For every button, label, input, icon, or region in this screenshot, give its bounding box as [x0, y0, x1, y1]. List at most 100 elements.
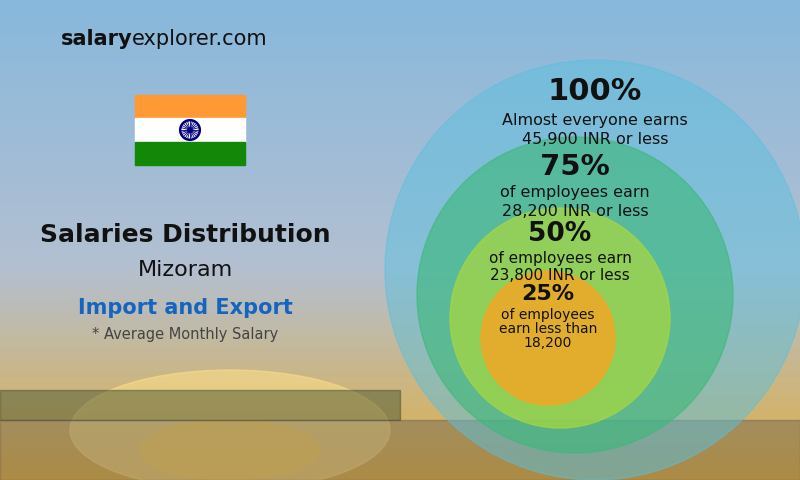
- Bar: [0, 414, 800, 420]
- Circle shape: [417, 137, 733, 453]
- Bar: [0, 48, 800, 54]
- Bar: [0, 186, 800, 192]
- Text: 50%: 50%: [528, 221, 592, 247]
- Bar: [0, 474, 800, 480]
- Bar: [0, 60, 800, 66]
- Bar: [0, 276, 800, 282]
- Bar: [0, 114, 800, 120]
- Bar: [0, 18, 800, 24]
- Bar: [0, 444, 800, 450]
- Bar: [0, 246, 800, 252]
- Bar: [0, 324, 800, 330]
- Bar: [0, 24, 800, 30]
- Bar: [0, 162, 800, 168]
- Bar: [0, 438, 800, 444]
- Bar: [0, 174, 800, 180]
- Bar: [0, 180, 800, 186]
- Bar: [0, 36, 800, 42]
- Text: Salaries Distribution: Salaries Distribution: [40, 223, 330, 247]
- Bar: [0, 396, 800, 402]
- Bar: [0, 96, 800, 102]
- Bar: [0, 42, 800, 48]
- Bar: [0, 390, 400, 420]
- Circle shape: [385, 60, 800, 480]
- Bar: [0, 78, 800, 84]
- Bar: [0, 204, 800, 210]
- Bar: [0, 198, 800, 204]
- Text: of employees earn: of employees earn: [500, 185, 650, 201]
- Bar: [0, 372, 800, 378]
- Text: 75%: 75%: [540, 153, 610, 181]
- Bar: [0, 312, 800, 318]
- Bar: [0, 360, 800, 366]
- Bar: [0, 420, 800, 480]
- Bar: [0, 456, 800, 462]
- Bar: [0, 138, 800, 144]
- Text: 100%: 100%: [548, 77, 642, 107]
- Bar: [0, 342, 800, 348]
- Text: salary: salary: [60, 29, 132, 49]
- Bar: [0, 30, 800, 36]
- Text: Import and Export: Import and Export: [78, 298, 293, 318]
- Text: 18,200: 18,200: [524, 336, 572, 350]
- Text: * Average Monthly Salary: * Average Monthly Salary: [92, 327, 278, 343]
- Bar: [0, 150, 800, 156]
- Ellipse shape: [70, 370, 390, 480]
- Bar: [0, 222, 800, 228]
- Bar: [0, 450, 800, 456]
- Bar: [0, 126, 800, 132]
- Bar: [0, 300, 800, 306]
- Bar: [0, 348, 800, 354]
- Circle shape: [450, 208, 670, 428]
- Circle shape: [481, 271, 615, 405]
- Bar: [0, 66, 800, 72]
- Bar: [0, 168, 800, 174]
- Bar: [0, 384, 800, 390]
- Text: Almost everyone earns: Almost everyone earns: [502, 112, 688, 128]
- Bar: [0, 282, 800, 288]
- Bar: [0, 252, 800, 258]
- Bar: [0, 234, 800, 240]
- Text: 28,200 INR or less: 28,200 INR or less: [502, 204, 648, 219]
- Bar: [0, 144, 800, 150]
- Bar: [0, 462, 800, 468]
- Bar: [0, 318, 800, 324]
- Bar: [0, 294, 800, 300]
- Circle shape: [188, 128, 192, 132]
- Bar: [0, 426, 800, 432]
- Bar: [0, 12, 800, 18]
- Text: 45,900 INR or less: 45,900 INR or less: [522, 132, 668, 147]
- Bar: [0, 402, 800, 408]
- Bar: [0, 90, 800, 96]
- Bar: [0, 354, 800, 360]
- Bar: [0, 378, 800, 384]
- Bar: [0, 390, 800, 396]
- Bar: [0, 288, 800, 294]
- Bar: [135, 95, 245, 119]
- Bar: [0, 306, 800, 312]
- Bar: [0, 228, 800, 234]
- Bar: [0, 264, 800, 270]
- Bar: [0, 240, 800, 246]
- Bar: [0, 270, 800, 276]
- Bar: [0, 84, 800, 90]
- Bar: [0, 366, 800, 372]
- Bar: [0, 0, 800, 6]
- Text: of employees: of employees: [502, 308, 594, 322]
- Text: explorer.com: explorer.com: [132, 29, 268, 49]
- Bar: [0, 72, 800, 78]
- Bar: [0, 192, 800, 198]
- Text: 23,800 INR or less: 23,800 INR or less: [490, 268, 630, 284]
- Bar: [0, 54, 800, 60]
- Bar: [0, 108, 800, 114]
- Ellipse shape: [140, 420, 320, 480]
- Bar: [0, 330, 800, 336]
- Text: of employees earn: of employees earn: [489, 251, 631, 265]
- Bar: [0, 408, 800, 414]
- Bar: [135, 119, 245, 142]
- Bar: [0, 420, 800, 426]
- Bar: [0, 6, 800, 12]
- Text: Mizoram: Mizoram: [138, 260, 233, 280]
- Text: 25%: 25%: [522, 284, 574, 304]
- Bar: [0, 432, 800, 438]
